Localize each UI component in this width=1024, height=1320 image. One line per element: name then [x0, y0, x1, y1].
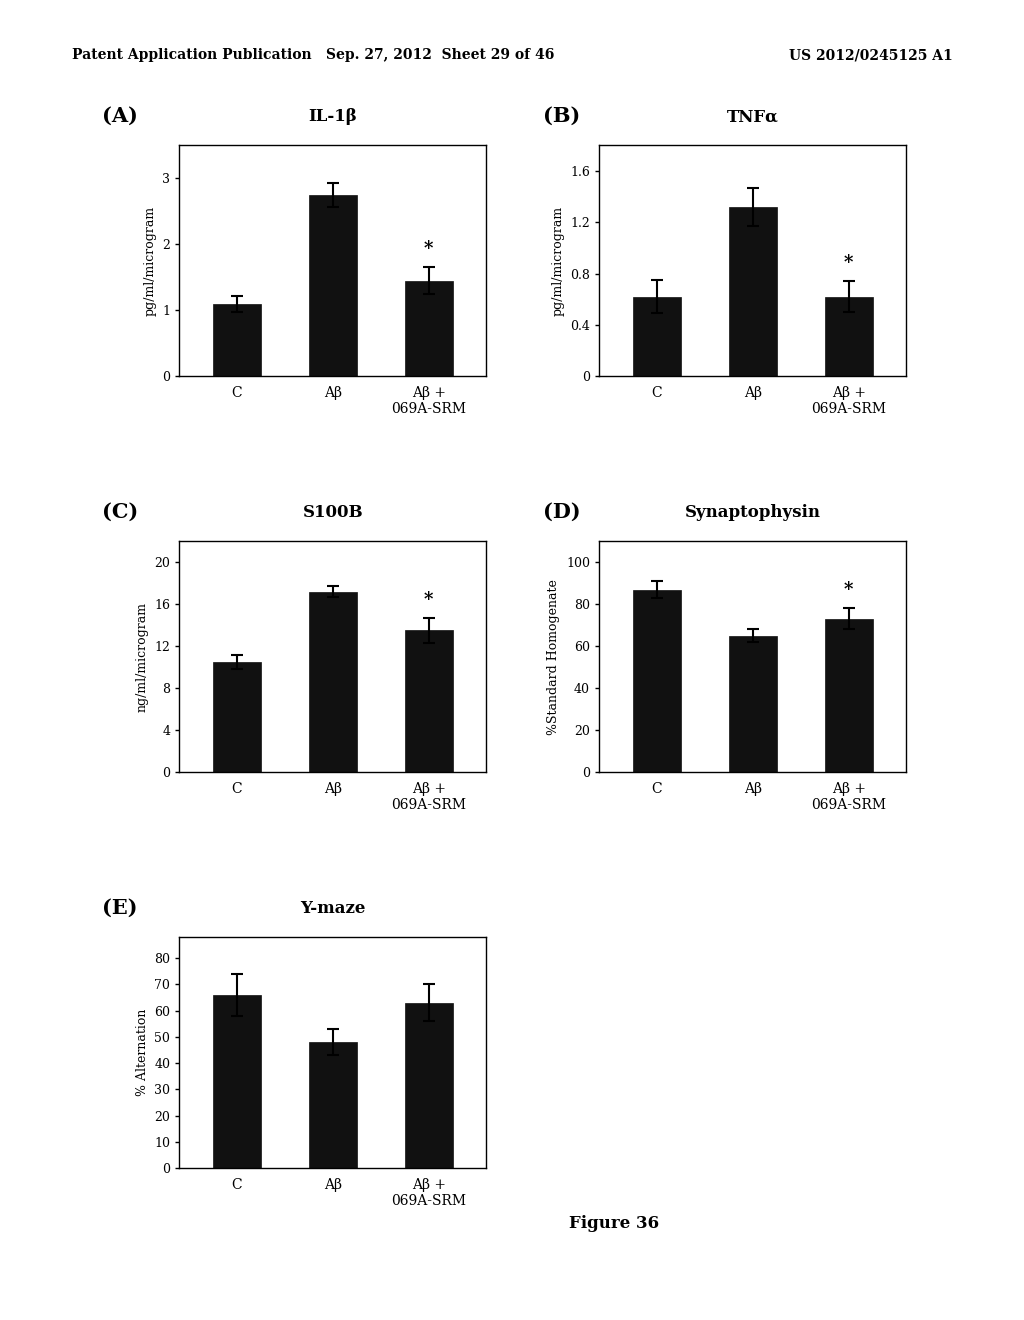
Text: IL-1β: IL-1β: [308, 108, 357, 125]
Bar: [824, 297, 872, 376]
Bar: [213, 304, 261, 376]
Y-axis label: ng/ml/microgram: ng/ml/microgram: [135, 602, 148, 711]
Bar: [729, 636, 776, 772]
Text: (D): (D): [543, 502, 581, 521]
Text: *: *: [424, 590, 433, 609]
Bar: [309, 1043, 356, 1168]
Bar: [633, 590, 681, 772]
Text: *: *: [844, 253, 853, 272]
Bar: [404, 631, 453, 772]
Text: (C): (C): [102, 502, 138, 521]
Bar: [309, 195, 356, 376]
Text: (E): (E): [102, 898, 138, 917]
Text: S100B: S100B: [302, 504, 364, 521]
Text: US 2012/0245125 A1: US 2012/0245125 A1: [788, 49, 952, 62]
Text: Synaptophysin: Synaptophysin: [685, 504, 820, 521]
Y-axis label: %Standard Homogenate: %Standard Homogenate: [548, 578, 560, 735]
Text: *: *: [844, 581, 853, 599]
Y-axis label: pg/ml/microgram: pg/ml/microgram: [143, 206, 157, 315]
Text: Sep. 27, 2012  Sheet 29 of 46: Sep. 27, 2012 Sheet 29 of 46: [326, 49, 555, 62]
Bar: [213, 661, 261, 772]
Bar: [213, 995, 261, 1168]
Y-axis label: % Alternation: % Alternation: [135, 1008, 148, 1097]
Text: Figure 36: Figure 36: [569, 1216, 659, 1232]
Bar: [309, 591, 356, 772]
Text: Patent Application Publication: Patent Application Publication: [72, 49, 311, 62]
Bar: [404, 1003, 453, 1168]
Bar: [824, 619, 872, 772]
Text: (A): (A): [102, 106, 138, 125]
Text: *: *: [424, 240, 433, 259]
Y-axis label: pg/ml/microgram: pg/ml/microgram: [552, 206, 564, 315]
Bar: [633, 297, 681, 376]
Bar: [404, 281, 453, 376]
Bar: [729, 207, 776, 376]
Text: TNFα: TNFα: [727, 108, 778, 125]
Text: Y-maze: Y-maze: [300, 900, 366, 917]
Text: (B): (B): [543, 106, 580, 125]
